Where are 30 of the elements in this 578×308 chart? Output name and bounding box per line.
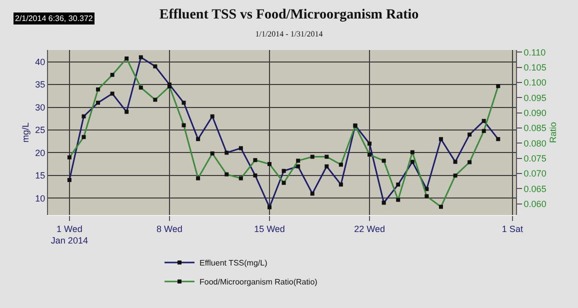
y2-tick-label: 0.085 xyxy=(524,123,546,134)
y2-tick-label: 0.060 xyxy=(524,198,546,209)
y2-tick-label: 0.075 xyxy=(524,153,546,164)
legend-label: Food/Microorganism Ratio(Ratio) xyxy=(200,278,318,287)
y2-tick-label: 0.095 xyxy=(524,92,546,103)
y-axis-title: mg/L xyxy=(20,122,31,143)
chart-title: Effluent TSS vs Food/Microorganism Ratio xyxy=(159,7,419,22)
y-tick-label: 10 xyxy=(35,193,46,204)
y2-tick-label: 0.105 xyxy=(524,62,546,72)
y-tick-label: 35 xyxy=(35,80,46,90)
y-tick-label: 40 xyxy=(35,56,46,67)
y2-tick-label: 0.080 xyxy=(524,138,546,148)
y-tick-label: 20 xyxy=(35,148,46,158)
y2-tick-label: 0.065 xyxy=(524,184,546,194)
y-tick-label: 25 xyxy=(35,125,46,136)
text: 2/1/2014 6:36, 30.372 xyxy=(15,14,94,23)
y2-tick-label: 0.090 xyxy=(524,108,546,118)
y-tick-label: 15 xyxy=(35,170,46,181)
y2-tick-label: 0.110 xyxy=(524,47,546,58)
y-tick-label: 30 xyxy=(35,102,46,112)
y2-tick-label: 0.070 xyxy=(524,168,546,179)
x-tick-label: 22 Wed xyxy=(354,224,385,234)
x-tick-label: 8 Wed xyxy=(156,224,182,234)
x-tick-label: 1 Wed Jan 2014 xyxy=(50,224,88,246)
y2-tick-label: 0.100 xyxy=(524,78,546,88)
chart-subtitle: 1/1/2014 - 1/31/2014 xyxy=(255,30,323,39)
x-tick-label: 15 Wed xyxy=(254,224,285,234)
legend-label: Effluent TSS(mg/L) xyxy=(200,258,268,268)
x-tick-label: 1 Sat xyxy=(502,224,524,234)
y2-axis-title: Ratio xyxy=(548,122,558,144)
